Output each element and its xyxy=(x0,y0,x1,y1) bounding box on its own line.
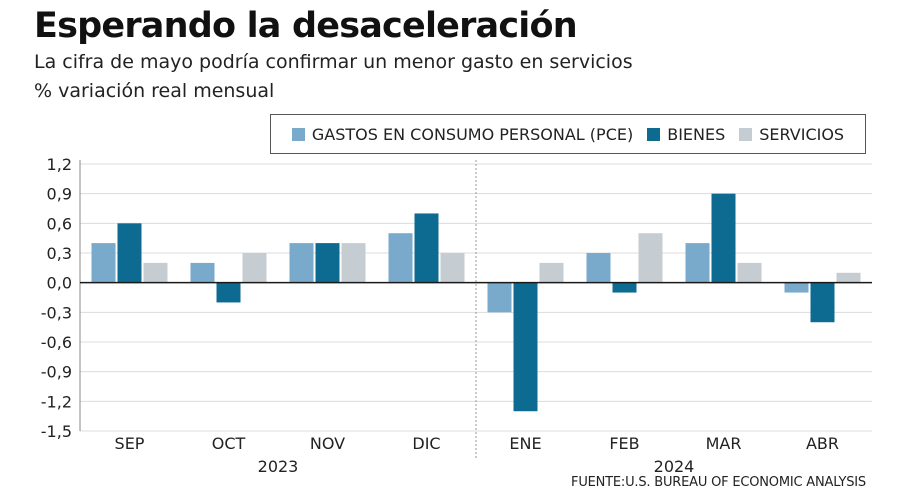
year-label-2024: 2024 xyxy=(654,457,695,476)
legend-swatch-servicios xyxy=(739,127,753,141)
bar-servicios-sep xyxy=(143,262,168,283)
bar-bienes-sep xyxy=(117,223,142,283)
legend-item-bienes: BIENES xyxy=(647,125,725,144)
year-label-2023: 2023 xyxy=(258,457,299,476)
legend-swatch-pce xyxy=(291,127,305,141)
legend-label-servicios: SERVICIOS xyxy=(759,124,845,144)
x-tick-label: ABR xyxy=(806,434,839,453)
bar-pce-feb xyxy=(586,253,611,283)
bar-servicios-ene xyxy=(539,262,564,283)
bar-servicios-abr xyxy=(836,272,861,283)
bar-servicios-dic xyxy=(440,253,465,283)
bar-bienes-feb xyxy=(612,282,637,293)
x-tick-label: OCT xyxy=(212,434,246,453)
legend-item-pce: GASTOS EN CONSUMO PERSONAL (PCE) xyxy=(291,124,634,144)
chart-legend: GASTOS EN CONSUMO PERSONAL (PCE) BIENES … xyxy=(270,114,866,154)
y-tick-label: -0,6 xyxy=(41,333,72,352)
bar-pce-ene xyxy=(487,282,512,313)
x-tick-label: DIC xyxy=(412,434,440,453)
bar-pce-oct xyxy=(190,262,215,283)
bar-bienes-abr xyxy=(810,282,835,323)
x-tick-label: ENE xyxy=(509,434,541,453)
legend-item-servicios: SERVICIOS xyxy=(739,125,844,144)
chart-title: Esperando la desaceleración xyxy=(34,6,578,46)
bar-pce-nov xyxy=(289,243,314,283)
chart-subtitle: La cifra de mayo podría confirmar un men… xyxy=(34,51,633,73)
bar-pce-abr xyxy=(784,282,809,293)
y-axis-unit-label: % variación real mensual xyxy=(34,80,275,102)
source-note: FUENTE:U.S. BUREAU OF ECONOMIC ANALYSIS xyxy=(571,475,866,490)
bar-bienes-ene xyxy=(513,282,538,412)
bar-bienes-oct xyxy=(216,282,241,303)
bar-servicios-mar xyxy=(737,262,762,283)
bar-servicios-nov xyxy=(341,243,366,283)
legend-swatch-bienes xyxy=(647,127,661,141)
bar-bienes-nov xyxy=(315,243,340,283)
y-tick-label: -1,2 xyxy=(41,392,72,411)
y-tick-label: -0,9 xyxy=(41,363,72,382)
bar-pce-sep xyxy=(91,243,116,283)
x-tick-label: NOV xyxy=(310,434,345,453)
x-tick-label: FEB xyxy=(609,434,639,453)
bar-servicios-oct xyxy=(242,253,267,283)
y-tick-label: 0,3 xyxy=(47,244,72,263)
y-tick-label: -0,3 xyxy=(41,303,72,322)
bar-bienes-mar xyxy=(711,193,736,283)
x-tick-label: SEP xyxy=(115,434,145,453)
bar-servicios-feb xyxy=(638,233,663,283)
y-tick-label: 0,0 xyxy=(47,274,72,293)
legend-label-pce: GASTOS EN CONSUMO PERSONAL (PCE) xyxy=(311,124,634,144)
bar-bienes-dic xyxy=(414,213,439,283)
y-tick-label: 0,6 xyxy=(47,214,72,233)
legend-label-bienes: BIENES xyxy=(667,124,726,144)
y-tick-label: 1,2 xyxy=(47,155,72,174)
y-tick-label: -1,5 xyxy=(41,422,72,441)
bar-pce-dic xyxy=(388,233,413,283)
bar-pce-mar xyxy=(685,243,710,283)
y-tick-label: 0,9 xyxy=(47,185,72,204)
x-tick-label: MAR xyxy=(706,434,742,453)
